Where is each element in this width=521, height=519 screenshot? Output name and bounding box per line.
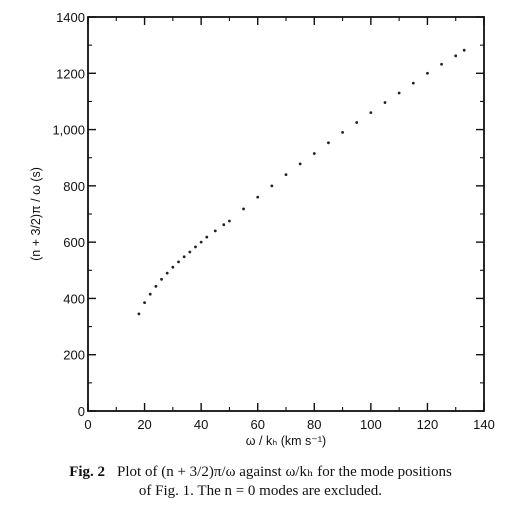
data-point bbox=[397, 91, 401, 95]
data-point bbox=[369, 111, 373, 115]
caption-line-1: Fig. 2 Plot of (n + 3/2)π/ω against ω/kₕ … bbox=[0, 463, 521, 482]
data-point bbox=[188, 250, 192, 254]
data-point bbox=[148, 292, 152, 296]
data-point bbox=[355, 121, 359, 124]
x-tick-label: 100 bbox=[360, 417, 382, 432]
data-point bbox=[341, 130, 344, 134]
data-point bbox=[182, 255, 186, 259]
data-points-group bbox=[137, 48, 466, 316]
data-point bbox=[177, 260, 180, 264]
data-point bbox=[205, 235, 209, 239]
x-tick-label: 120 bbox=[417, 417, 439, 432]
caption-line-2: of Fig. 1. The n = 0 modes are excluded. bbox=[0, 482, 521, 501]
figure-caption: Fig. 2 Plot of (n + 3/2)π/ω against ω/kₕ … bbox=[0, 463, 521, 501]
caption-text-line-1: Plot of (n + 3/2)π/ω against ω/kₕ for th… bbox=[117, 464, 452, 480]
data-point bbox=[194, 245, 197, 249]
x-axis-title: ω / kₕ (km s⁻¹) bbox=[246, 434, 326, 448]
y-tick-label: 400 bbox=[63, 291, 85, 306]
x-tick-label: 80 bbox=[307, 417, 321, 432]
data-point bbox=[462, 48, 466, 52]
data-point bbox=[256, 195, 260, 199]
caption-text-line-2: of Fig. 1. The n = 0 modes are excluded. bbox=[138, 483, 383, 499]
plot-frame-group bbox=[87, 16, 485, 412]
data-point bbox=[284, 173, 288, 177]
data-point bbox=[165, 271, 169, 275]
data-point bbox=[383, 101, 387, 104]
chart-plot: 0 20 40 60 80 100 120 14002004006008001,0001200… bbox=[29, 10, 495, 448]
y-tick-label: 1200 bbox=[56, 66, 85, 81]
data-point bbox=[199, 240, 203, 244]
ticks-group bbox=[87, 16, 485, 412]
data-point bbox=[213, 229, 217, 233]
plot-frame bbox=[87, 16, 485, 412]
y-tick-label: 600 bbox=[63, 235, 85, 250]
data-point bbox=[327, 141, 330, 145]
data-point bbox=[143, 301, 146, 305]
data-point bbox=[160, 277, 163, 281]
y-axis-title: (n + 3/2)π / ω (s) bbox=[29, 167, 43, 261]
y-tick-label: 1,000 bbox=[52, 123, 85, 138]
data-point bbox=[222, 223, 226, 227]
data-point bbox=[411, 81, 415, 85]
y-tick-label: 200 bbox=[63, 348, 85, 363]
y-tick-label: 800 bbox=[63, 179, 85, 194]
y-tick-label: 0 bbox=[78, 404, 85, 419]
x-tick-label: 60 bbox=[250, 417, 264, 432]
data-point bbox=[426, 71, 429, 75]
x-tick-label: 140 bbox=[473, 417, 495, 432]
data-point bbox=[154, 284, 158, 288]
x-tick-label: 20 bbox=[137, 417, 151, 432]
data-point bbox=[440, 62, 443, 66]
y-tick-label: 1400 bbox=[56, 10, 85, 25]
figure-label: Fig. 2 bbox=[69, 464, 106, 480]
tick-labels-group: 0 20 40 60 80 100 120 14002004006008001,0001200… bbox=[52, 10, 494, 432]
data-point bbox=[228, 219, 231, 223]
data-point bbox=[298, 162, 302, 166]
x-tick-label: 40 bbox=[194, 417, 208, 432]
x-tick-label: 0 bbox=[84, 417, 91, 432]
data-point bbox=[137, 312, 141, 316]
data-point bbox=[454, 54, 458, 58]
data-point bbox=[270, 184, 274, 188]
data-point bbox=[242, 207, 245, 211]
data-point bbox=[171, 265, 175, 269]
data-point bbox=[312, 152, 316, 155]
